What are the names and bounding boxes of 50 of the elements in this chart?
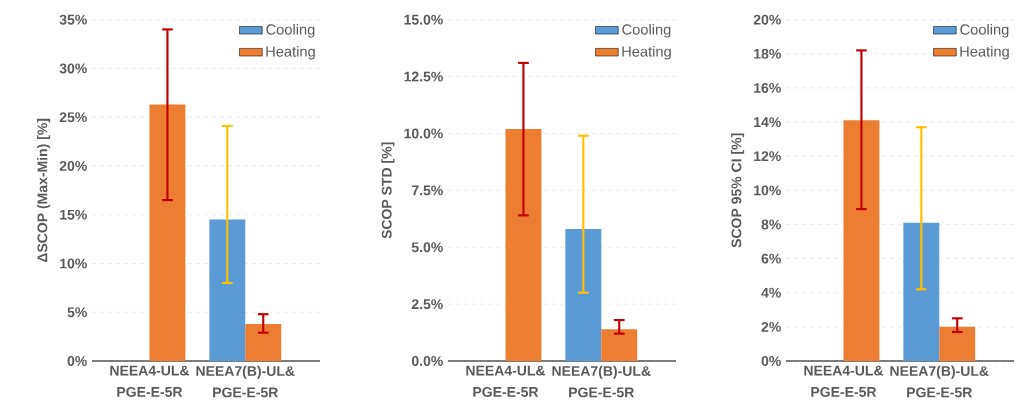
y-tick-label: 5% xyxy=(67,307,87,318)
y-tick-label: 10% xyxy=(60,258,87,269)
x-tick-label: NEEA4-UL& PGE-E-5R xyxy=(466,365,546,397)
y-axis-title: SCOP 95% CI [%] xyxy=(731,133,745,248)
bar xyxy=(903,222,940,361)
y-tick-label: 15.0% xyxy=(404,14,443,25)
y-tick-label: 14% xyxy=(754,117,781,127)
y-tick-label: 35% xyxy=(59,14,87,25)
bar xyxy=(843,120,880,361)
y-tick-label: 0% xyxy=(761,356,781,366)
bar xyxy=(505,128,542,361)
x-tick-label: NEEA7(B)-UL& PGE-E-5R xyxy=(890,365,989,398)
legend-label: Heating xyxy=(266,45,315,60)
y-tick-label: 16% xyxy=(754,82,781,93)
y-tick-label: 4% xyxy=(761,287,781,298)
y-tick-label: 2% xyxy=(761,321,781,332)
legend-label: Cooling xyxy=(266,23,315,38)
legend-label: Cooling xyxy=(622,23,671,38)
y-tick-label: 25% xyxy=(59,112,87,123)
y-tick-label: 7.5% xyxy=(411,185,443,196)
bar xyxy=(565,229,602,361)
y-tick-label: 0% xyxy=(67,356,87,366)
x-tick-label: NEEA7(B)-UL& PGE-E-5R xyxy=(196,365,295,398)
y-tick-label: 8% xyxy=(761,219,781,230)
y-tick-label: 0.0% xyxy=(411,356,443,366)
y-tick-label: 12.5% xyxy=(404,71,443,82)
x-tick-label: NEEA4-UL& PGE-E-5R xyxy=(804,365,884,397)
x-tick-label: NEEA7(B)-UL& PGE-E-5R xyxy=(552,365,651,398)
bar xyxy=(209,219,246,361)
y-axis-title: ΔSCOP (Max-Min) [%] xyxy=(37,118,51,263)
y-tick-label: 2.5% xyxy=(411,299,443,310)
y-tick-label: 20% xyxy=(59,161,87,171)
x-tick-label: NEEA4-UL& PGE-E-5R xyxy=(110,365,190,397)
bar xyxy=(149,104,186,361)
bar xyxy=(939,326,976,361)
legend-label: Heating xyxy=(960,45,1009,60)
legend-label: Heating xyxy=(622,45,671,60)
y-tick-label: 18% xyxy=(754,48,781,59)
y-tick-label: 12% xyxy=(754,151,781,162)
y-tick-label: 10.0% xyxy=(404,128,443,139)
bar xyxy=(245,323,282,361)
y-tick-label: 15% xyxy=(60,209,87,220)
bar xyxy=(601,329,638,361)
y-tick-label: 6% xyxy=(761,253,781,264)
y-tick-label: 20% xyxy=(753,14,781,25)
y-tick-label: 5.0% xyxy=(411,242,443,253)
legend-label: Cooling xyxy=(960,23,1009,38)
y-tick-label: 10% xyxy=(754,185,781,196)
y-axis-title: SCOP STD [%] xyxy=(381,142,395,239)
y-tick-label: 30% xyxy=(59,63,87,74)
